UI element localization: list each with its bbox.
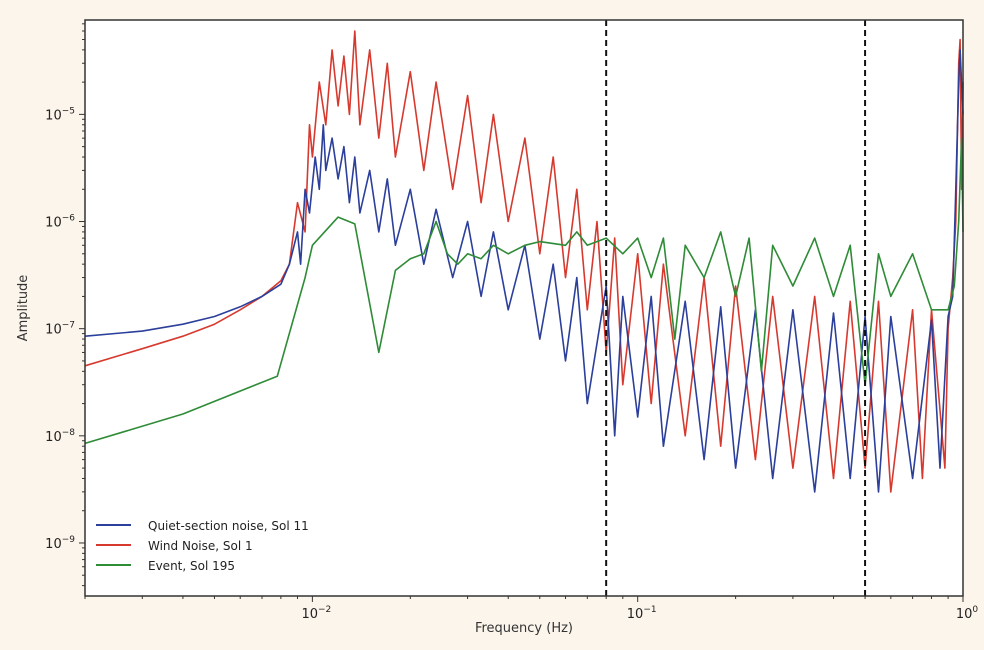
series-line-2 xyxy=(84,137,964,445)
y-tick-label: 10−5 xyxy=(45,106,75,123)
x-tick-label: 10−2 xyxy=(301,605,331,622)
y-tick-label: 10−9 xyxy=(45,535,75,552)
legend-label: Event, Sol 195 xyxy=(148,559,235,573)
legend-label: Wind Noise, Sol 1 xyxy=(148,539,253,553)
x-axis-label: Frequency (Hz) xyxy=(475,621,573,636)
legend: Quiet-section noise, Sol 11 Wind Noise, S… xyxy=(96,519,309,573)
plot-frame xyxy=(84,19,964,597)
series-line-1 xyxy=(84,49,964,493)
y-tick-label: 10−6 xyxy=(45,214,75,231)
series-layer xyxy=(84,30,964,493)
y-tick-label: 10−8 xyxy=(45,428,75,445)
series-line-0 xyxy=(84,30,964,493)
x-tick-label: 100 xyxy=(956,605,979,622)
axis-ticks: 10−2 10−1 100 10−5 10−6 10−7 10−8 10−9 xyxy=(45,23,979,622)
plot-area xyxy=(85,20,963,596)
y-tick-label: 10−7 xyxy=(45,321,75,338)
x-tick-label: 10−1 xyxy=(627,605,657,622)
y-axis-label: Amplitude xyxy=(16,275,31,342)
dashed-lines xyxy=(605,20,867,596)
legend-label: Quiet-section noise, Sol 11 xyxy=(148,519,309,533)
